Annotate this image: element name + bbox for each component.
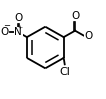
Text: +: +: [17, 25, 22, 30]
Text: N: N: [14, 27, 22, 37]
Text: O: O: [71, 11, 79, 21]
Text: O: O: [1, 27, 9, 37]
Text: O: O: [84, 31, 93, 41]
Text: Cl: Cl: [59, 67, 70, 77]
Text: −: −: [3, 21, 10, 30]
Text: O: O: [14, 13, 22, 23]
